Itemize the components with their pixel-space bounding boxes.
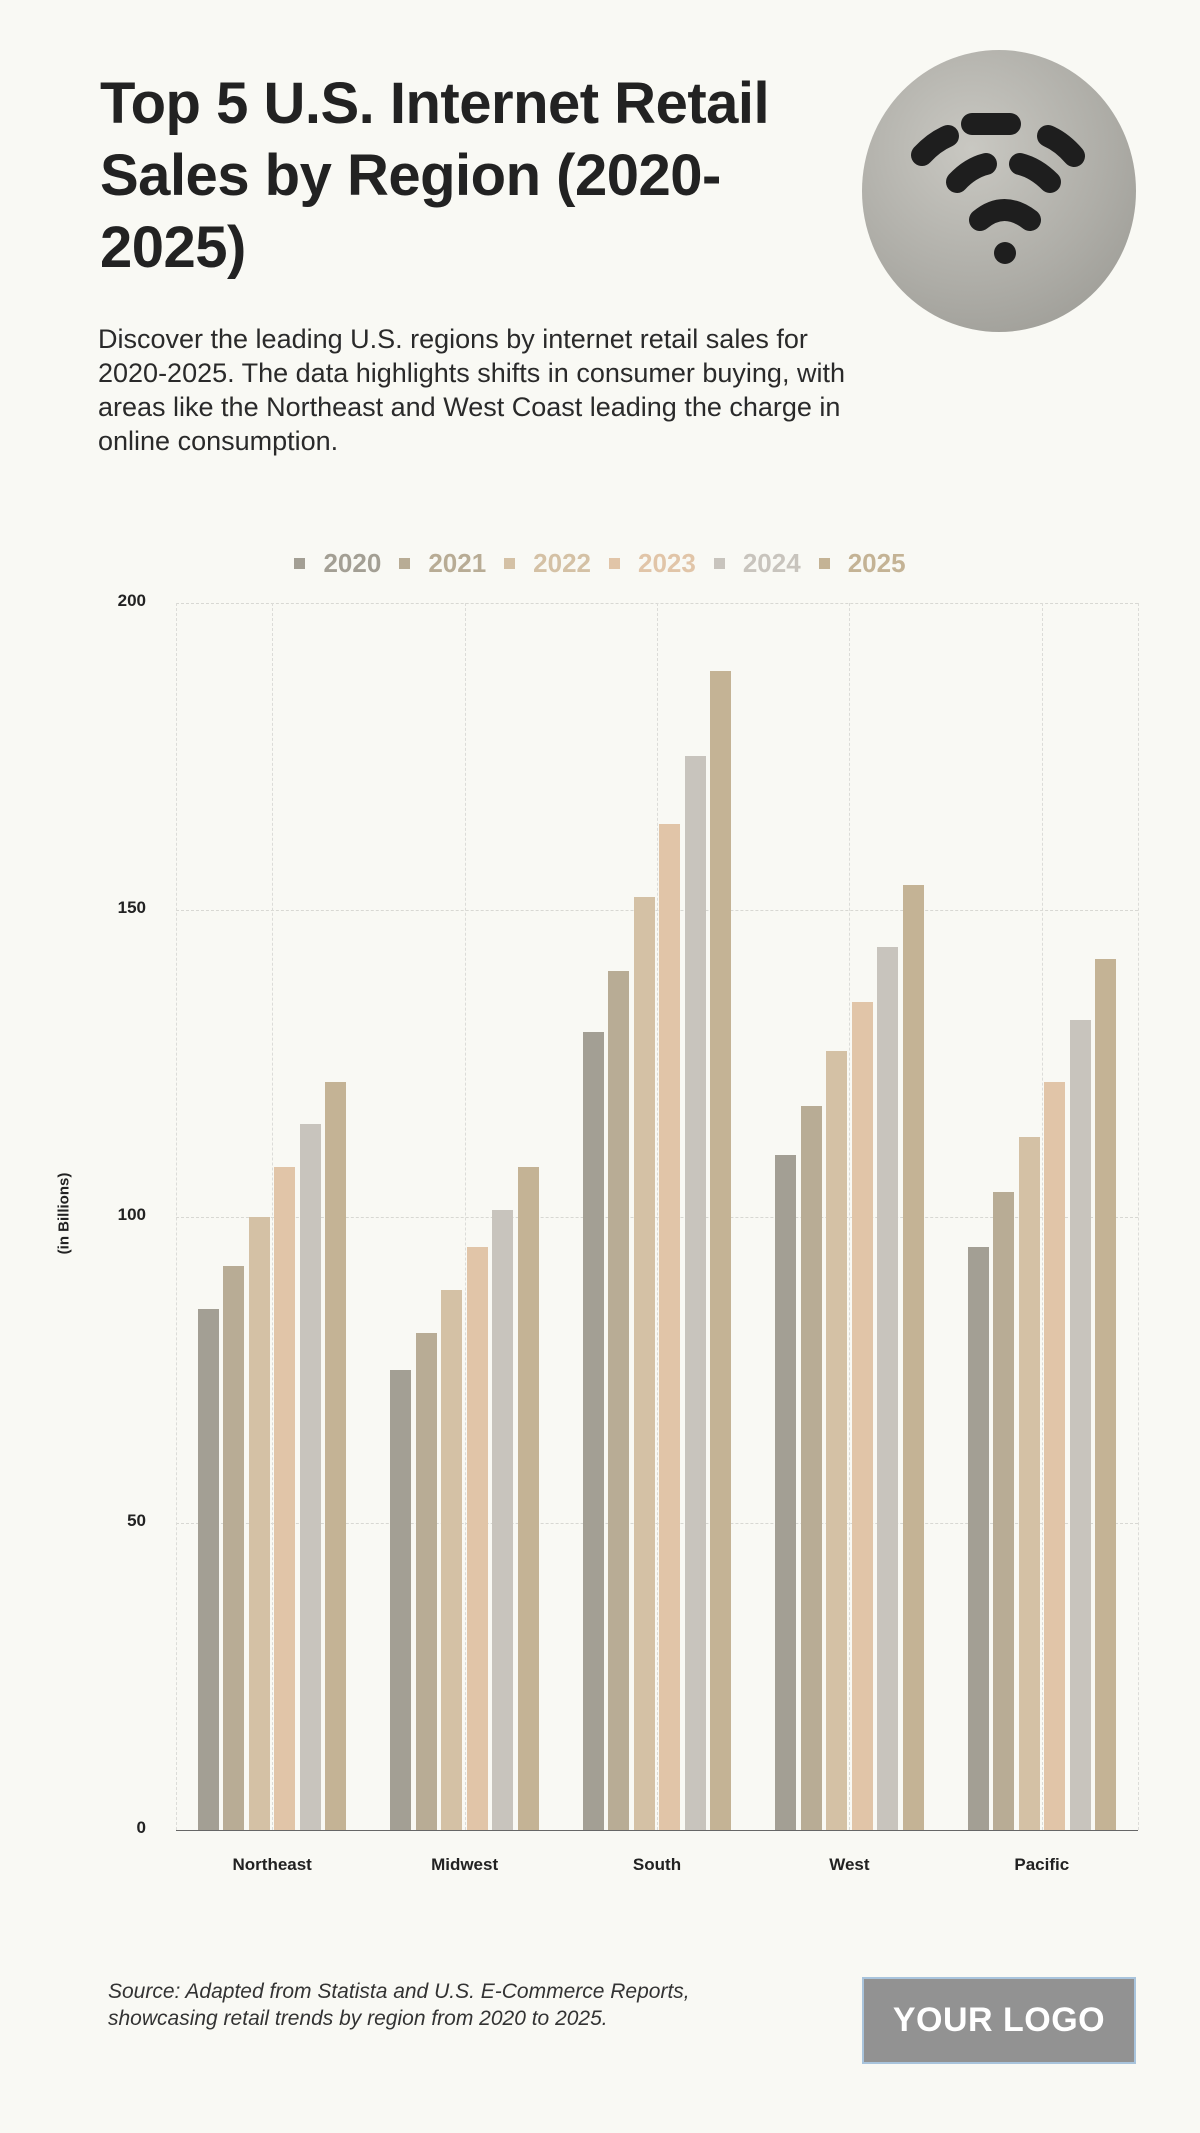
legend-item-2024: 2024 (713, 548, 801, 579)
source-note: Source: Adapted from Statista and U.S. E… (108, 1978, 690, 2032)
bar-chart (176, 603, 1139, 1831)
gridline-vertical (657, 603, 658, 1830)
bar-west-2024 (877, 946, 899, 1830)
bar-midwest-2022 (441, 1290, 463, 1830)
wifi-drain-icon (911, 113, 1085, 264)
y-tick-label: 50 (127, 1511, 146, 1531)
bar-northeast-2021 (223, 1265, 245, 1830)
legend-swatch (713, 558, 725, 569)
gridline-vertical (176, 603, 177, 1830)
bar-northeast-2024 (299, 1124, 321, 1830)
gridline-vertical (272, 603, 274, 1830)
bar-pacific-2022 (1018, 1136, 1040, 1830)
bar-west-2023 (851, 1001, 873, 1830)
legend-label: 2020 (323, 548, 382, 578)
bar-midwest-2021 (415, 1333, 437, 1830)
bar-west-2020 (775, 1155, 797, 1830)
bar-midwest-2023 (466, 1247, 488, 1830)
bar-west-2021 (800, 1106, 822, 1830)
x-tick-label-west: West (829, 1855, 870, 1874)
legend-item-2023: 2023 (609, 548, 696, 579)
legend-swatch (818, 558, 830, 569)
page-title: Top 5 U.S. Internet Retail Sales by Regi… (100, 71, 770, 280)
y-tick-label: 0 (136, 1818, 146, 1837)
hero-image (862, 50, 1136, 332)
legend-label: 2025 (847, 548, 906, 578)
y-axis-label: (in Billions) (55, 1172, 73, 1255)
logo-placeholder: YOUR LOGO (862, 1977, 1136, 2064)
legend-swatch (399, 558, 411, 569)
legend-swatch (609, 558, 620, 569)
bar-south-2023 (659, 823, 681, 1830)
y-tick-label: 200 (117, 591, 146, 610)
legend-swatch (504, 558, 516, 569)
y-tick-label: 150 (117, 897, 146, 917)
source-line-1: Source: Adapted from Statista and U.S. E… (108, 1980, 690, 2003)
legend-item-2021: 2021 (399, 548, 486, 579)
legend-label: 2021 (428, 548, 487, 578)
bar-pacific-2023 (1044, 1081, 1066, 1830)
bar-pacific-2021 (993, 1191, 1015, 1830)
bar-south-2020 (582, 1032, 604, 1830)
x-tick-label-midwest: Midwest (431, 1855, 499, 1874)
bar-south-2022 (633, 897, 655, 1830)
x-tick-label-northeast: Northeast (232, 1855, 312, 1874)
legend-item-2025: 2025 (818, 548, 906, 579)
source-line-2: showcasing retail trends by region from … (108, 2007, 608, 2030)
gridline-vertical (464, 603, 466, 1830)
page-subtitle: Discover the leading U.S. regions by int… (98, 324, 845, 456)
x-tick-label-pacific: Pacific (1014, 1855, 1070, 1874)
bar-pacific-2024 (1069, 1020, 1091, 1830)
gridline-vertical (1041, 603, 1043, 1830)
bar-northeast-2023 (274, 1167, 296, 1830)
legend-swatch (294, 558, 306, 569)
bar-midwest-2025 (517, 1167, 539, 1830)
bar-pacific-2020 (967, 1247, 989, 1830)
legend-label: 2022 (533, 548, 591, 578)
bar-northeast-2022 (248, 1216, 270, 1830)
bar-northeast-2020 (197, 1308, 219, 1830)
bar-south-2025 (710, 670, 732, 1830)
bar-west-2022 (826, 1050, 848, 1830)
y-tick-label: 100 (117, 1204, 146, 1224)
bar-midwest-2024 (492, 1210, 514, 1830)
bar-south-2024 (684, 756, 706, 1830)
chart-legend: 2020 2021 2022 2023 2024 2025 (0, 548, 1200, 579)
bar-midwest-2020 (390, 1369, 412, 1830)
legend-item-2022: 2022 (504, 548, 591, 579)
gridline-vertical (849, 603, 851, 1830)
x-tick-label-south: South (632, 1855, 682, 1874)
x-axis-line (176, 1830, 1138, 1831)
legend-label: 2024 (742, 548, 801, 578)
bar-pacific-2025 (1095, 958, 1117, 1830)
bar-northeast-2025 (325, 1081, 347, 1830)
bar-south-2021 (608, 971, 630, 1830)
bar-west-2025 (902, 885, 924, 1830)
legend-label: 2023 (638, 548, 696, 578)
gridline-vertical (1138, 603, 1139, 1830)
legend-item-2020: 2020 (294, 548, 381, 579)
